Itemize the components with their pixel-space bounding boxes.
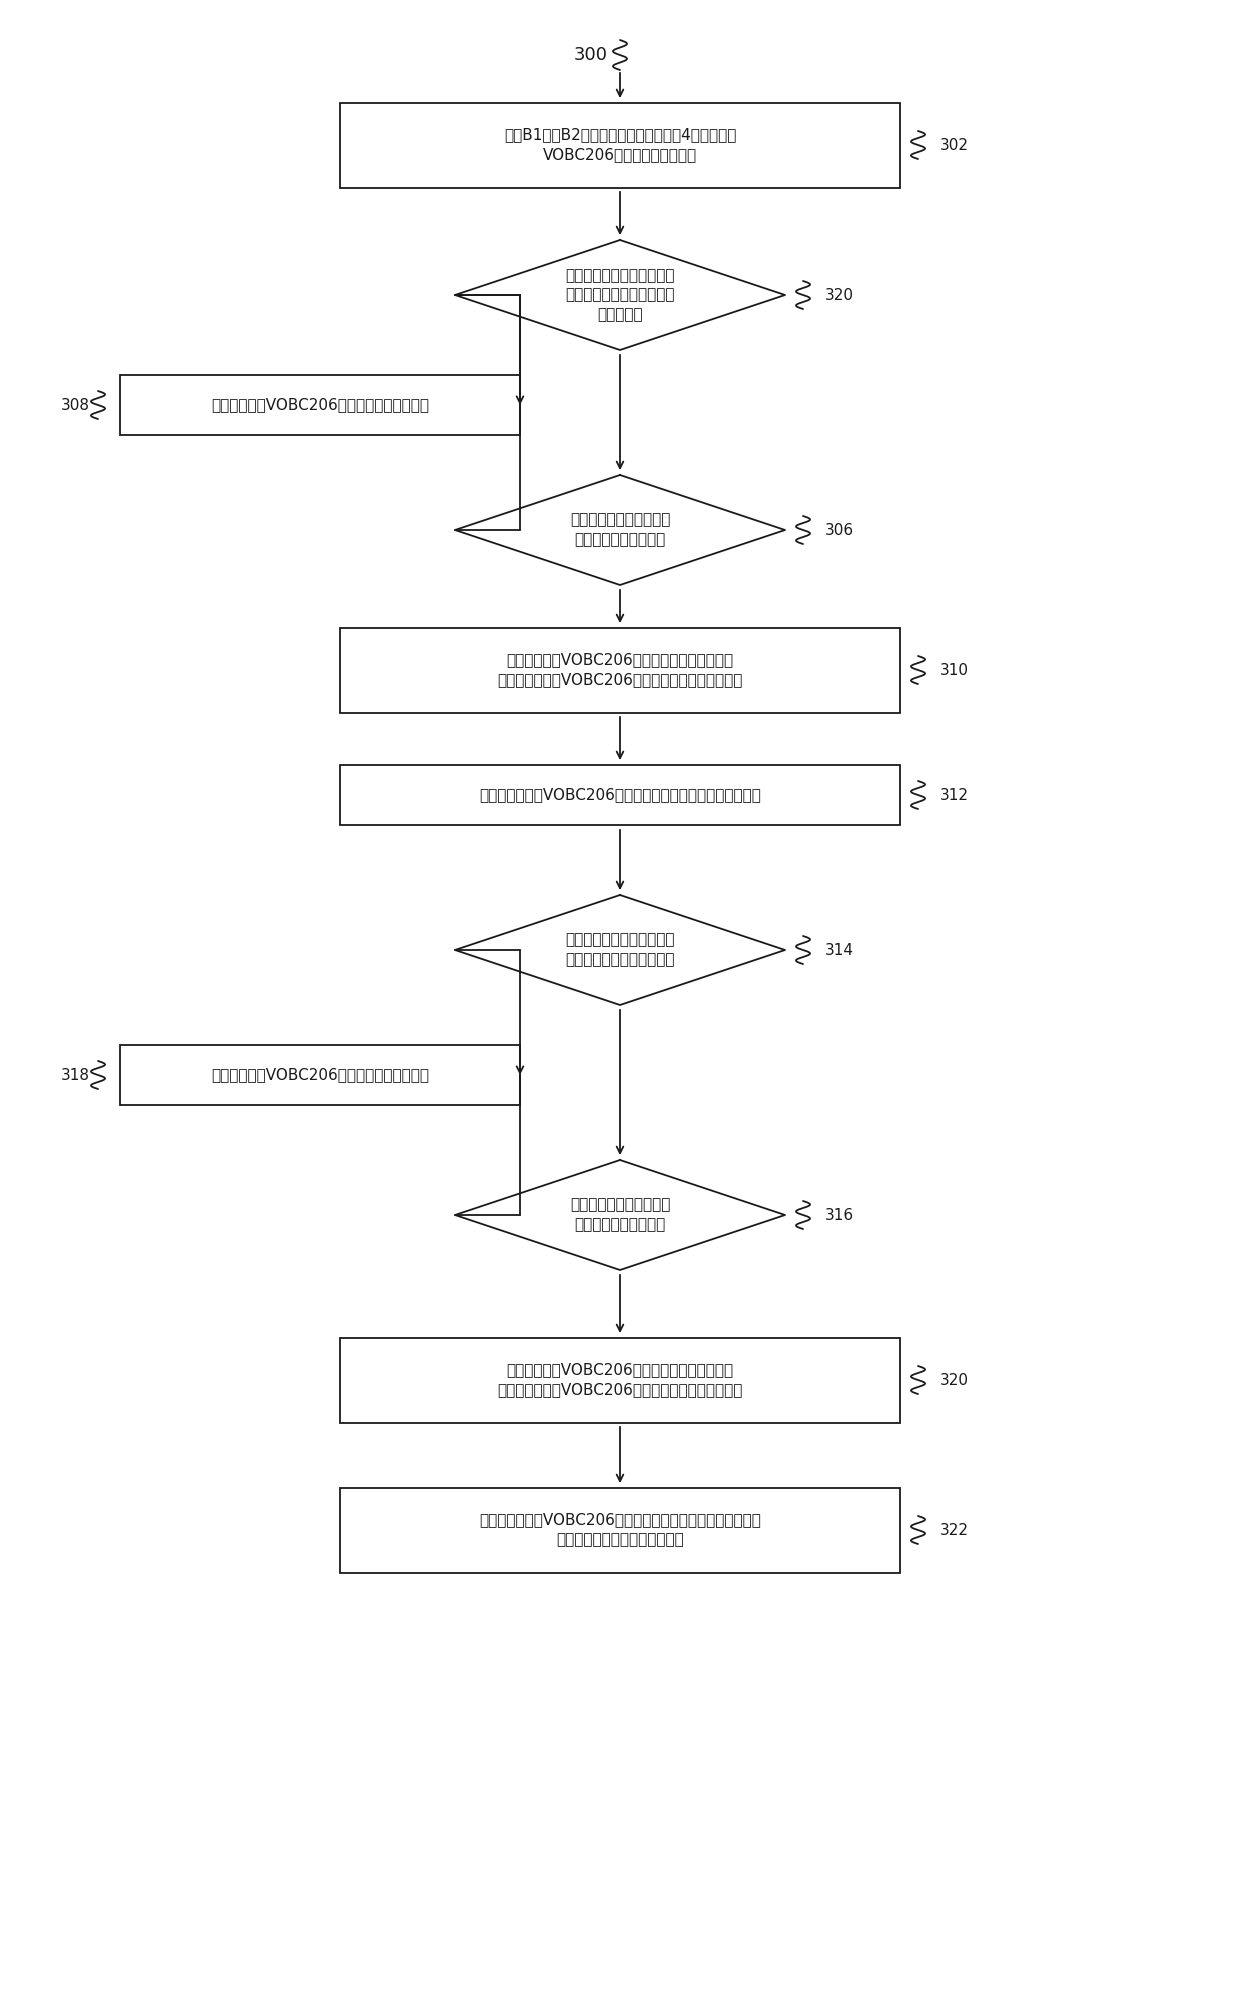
Polygon shape [455,239,785,351]
Bar [340,765,900,825]
Text: 接收B1轨或B2轨上的处于休眠状态中的4编组列车的
VOBC206发出的静态测试请求: 接收B1轨或B2轨上的处于休眠状态中的4编组列车的 VOBC206发出的静态测试… [503,127,737,163]
Bar [340,1337,900,1422]
Bar [340,627,900,713]
Text: 320: 320 [825,287,854,303]
Bar [340,102,900,187]
Text: 根据所述动态测试请求判断
所述列车是否完成静态测试: 根据所述动态测试请求判断 所述列车是否完成静态测试 [565,932,675,968]
Text: 318: 318 [61,1068,91,1082]
Text: 314: 314 [825,942,854,958]
Text: 320: 320 [940,1372,968,1388]
Bar [120,1046,520,1106]
Text: 306: 306 [825,522,854,538]
Text: 确定所述列车的测试环境
是否满足动态测试条件: 确定所述列车的测试环境 是否满足动态测试条件 [570,1197,670,1233]
Text: 接收所述列车的VOBC206完成动态测试后发出的可唤醒信息，
控制所述列车从休眠状态中唤醒: 接收所述列车的VOBC206完成动态测试后发出的可唤醒信息， 控制所述列车从休眠… [479,1512,761,1548]
Text: 308: 308 [61,398,91,412]
Text: 302: 302 [940,137,968,153]
Text: 确定所述列车的测试环境
是否满足静态测试条件: 确定所述列车的测试环境 是否满足静态测试条件 [570,512,670,548]
Text: 判断所述列车的当前位置与
进入休眠的初始状态时的位
置是否相同: 判断所述列车的当前位置与 进入休眠的初始状态时的位 置是否相同 [565,267,675,323]
Text: 向所述列车的VOBC206发出允许静态测试指令，
使得所述列车的VOBC206控制所述列车进行静态测试: 向所述列车的VOBC206发出允许静态测试指令， 使得所述列车的VOBC206控… [497,653,743,687]
Polygon shape [455,1159,785,1271]
Bar [120,374,520,434]
Text: 312: 312 [940,787,968,803]
Text: 向所述列车的VOBC206发出允许动态测试指令，
使得所述列车的VOBC206控制所述列车进行动态测试: 向所述列车的VOBC206发出允许动态测试指令， 使得所述列车的VOBC206控… [497,1363,743,1398]
Polygon shape [455,474,785,586]
Text: 316: 316 [825,1207,854,1223]
Text: 310: 310 [940,663,968,677]
Text: 向所述列车的VOBC206发出禁止静态测试指令: 向所述列车的VOBC206发出禁止静态测试指令 [211,398,429,412]
Bar [340,1488,900,1572]
Text: 300: 300 [574,46,608,64]
Text: 接收所述列车的VOBC206完成静态测试后发出的动态测试请求: 接收所述列车的VOBC206完成静态测试后发出的动态测试请求 [479,787,761,803]
Text: 向所述列车的VOBC206发出禁止动态测试指令: 向所述列车的VOBC206发出禁止动态测试指令 [211,1068,429,1082]
Polygon shape [455,894,785,1006]
Text: 322: 322 [940,1522,968,1538]
